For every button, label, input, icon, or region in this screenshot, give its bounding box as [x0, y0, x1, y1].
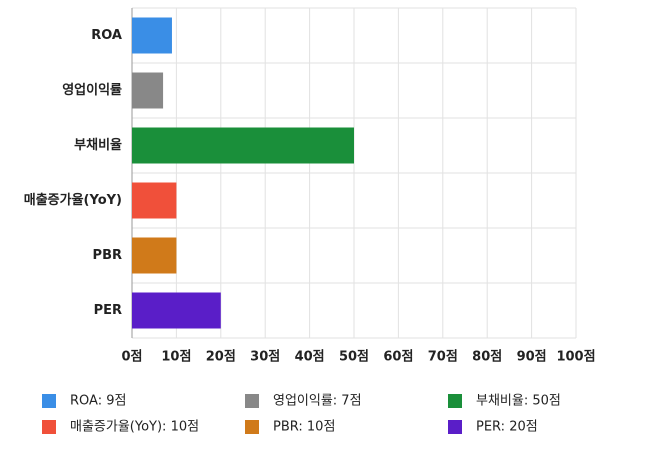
- bar: [132, 72, 164, 109]
- bar: [132, 292, 221, 329]
- y-tick-label: 매출증가율(YoY): [24, 192, 122, 208]
- x-tick-label: 50점: [339, 350, 369, 365]
- legend-swatch: [448, 394, 462, 408]
- bar: [132, 127, 354, 164]
- y-tick-label: PER: [94, 303, 122, 318]
- y-tick-label: 영업이익률: [62, 82, 122, 98]
- bar: [132, 17, 172, 54]
- x-tick-label: 10점: [161, 350, 191, 365]
- legend-label: PBR: 10점: [273, 420, 335, 435]
- x-tick-label: 0점: [121, 350, 142, 365]
- x-tick-label: 100점: [556, 350, 595, 365]
- legend-label: PER: 20점: [476, 420, 538, 435]
- legend-label: 영업이익률: 7점: [273, 394, 362, 409]
- x-tick-label: 90점: [517, 350, 547, 365]
- x-tick-label: 80점: [472, 350, 502, 365]
- legend-swatch: [42, 420, 56, 434]
- x-tick-label: 30점: [250, 350, 280, 365]
- legend-label: 매출증가율(YoY): 10점: [70, 420, 199, 435]
- legend-swatch: [42, 394, 56, 408]
- y-tick-label: 부채비율: [74, 137, 122, 153]
- legend-label: ROA: 9점: [70, 394, 126, 409]
- x-tick-label: 70점: [428, 350, 458, 365]
- legend-label: 부채비율: 50점: [476, 394, 561, 409]
- bar: [132, 237, 177, 274]
- legend-swatch: [245, 420, 259, 434]
- x-tick-label: 60점: [383, 350, 413, 365]
- legend-swatch: [245, 394, 259, 408]
- x-tick-label: 40점: [295, 350, 325, 365]
- y-tick-label: ROA: [91, 28, 122, 43]
- legend-swatch: [448, 420, 462, 434]
- y-tick-label: PBR: [93, 248, 122, 263]
- bar: [132, 182, 177, 219]
- x-tick-label: 20점: [206, 350, 236, 365]
